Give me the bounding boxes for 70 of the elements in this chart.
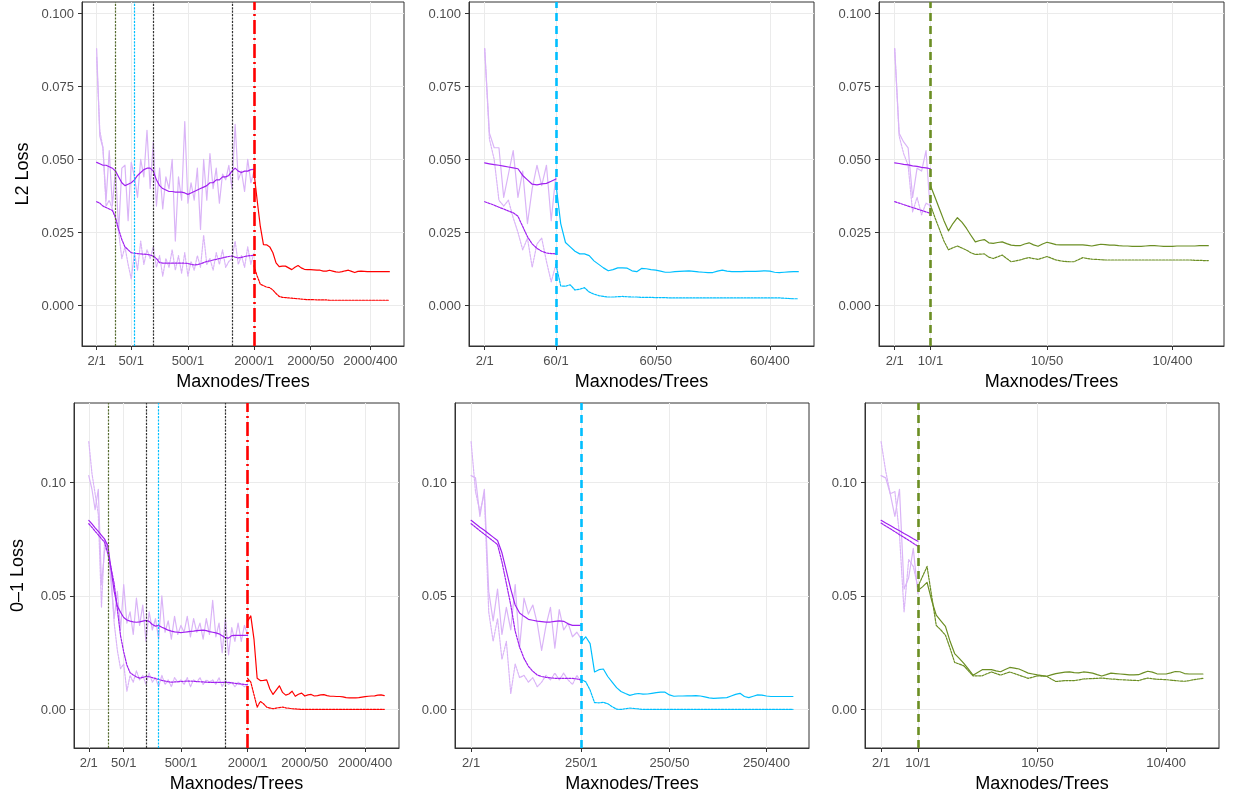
line-series (880, 440, 919, 613)
line-series (470, 440, 582, 695)
line-series (484, 201, 557, 255)
x-axis-title: Maxnodes/Trees (169, 773, 304, 793)
x-tick-label: 10/400 (1152, 353, 1193, 368)
y-tick-label: 0.025 (838, 224, 871, 240)
y-tick-label: 0.000 (428, 297, 461, 313)
line-series (96, 201, 255, 266)
x-tick-label: 10/50 (1021, 755, 1054, 770)
x-tick-label: 250/50 (649, 755, 690, 770)
y-tick-label: 0.00 (421, 701, 447, 717)
y-tick-label: 0.050 (838, 151, 871, 167)
x-tick-label: 2000/50 (287, 353, 335, 368)
x-tick-label: 2/1 (79, 755, 98, 770)
line-series (894, 201, 932, 214)
y-tick-label: 0.050 (428, 151, 461, 167)
y-tick-label: 0.100 (41, 6, 74, 22)
x-axis-title: Maxnodes/Trees (565, 773, 699, 793)
x-tick-label: 2000/400 (338, 755, 393, 770)
y-axis-title: L2 Loss (11, 142, 32, 206)
y-tick-label: 0.075 (838, 79, 871, 95)
y-axis-title: 0–1 Loss (7, 538, 27, 613)
x-tick-label: 10/400 (1146, 755, 1187, 770)
y-tick-label: 0.025 (428, 224, 461, 240)
y-tick-label: 0.05 (421, 588, 447, 604)
x-tick-label: 500/1 (171, 353, 205, 368)
x-tick-label: 10/50 (1030, 353, 1064, 368)
x-tick-label: 2/1 (87, 353, 106, 368)
x-tick-label: 2/1 (475, 353, 494, 368)
y-tick-label: 0.000 (838, 297, 871, 313)
y-tick-label: 0.050 (41, 151, 74, 167)
x-tick-label: 10/1 (905, 755, 931, 770)
y-tick-label: 0.075 (428, 79, 461, 95)
x-tick-label: 250/1 (565, 755, 598, 770)
y-tick-label: 0.00 (831, 701, 857, 717)
x-tick-label: 50/1 (118, 353, 144, 368)
y-tick-label: 0.075 (41, 79, 74, 95)
x-tick-label: 60/400 (749, 353, 790, 368)
x-axis-title: Maxnodes/Trees (574, 371, 709, 391)
x-tick-label: 250/400 (742, 755, 790, 770)
y-tick-label: 0.00 (40, 701, 66, 717)
x-tick-label: 60/1 (543, 353, 569, 368)
y-tick-label: 0.100 (428, 6, 461, 22)
x-tick-label: 2000/400 (343, 353, 398, 368)
x-tick-label: 50/1 (111, 755, 137, 770)
x-tick-label: 2/1 (462, 755, 481, 770)
y-tick-label: 0.10 (40, 474, 66, 490)
line-series (88, 440, 249, 692)
x-tick-label: 2000/1 (227, 755, 268, 770)
y-tick-label: 0.10 (421, 474, 447, 490)
line-series (88, 523, 249, 686)
x-tick-label: 60/50 (639, 353, 673, 368)
line-series (470, 523, 582, 681)
y-tick-label: 0.000 (41, 297, 74, 313)
x-tick-label: 2/1 (872, 755, 891, 770)
y-tick-label: 0.100 (838, 6, 871, 22)
line-series (484, 162, 557, 186)
x-tick-label: 2000/50 (281, 755, 329, 770)
x-tick-label: 10/1 (917, 353, 944, 368)
x-tick-label: 2/1 (885, 353, 904, 368)
y-tick-label: 0.05 (40, 588, 66, 604)
x-tick-label: 500/1 (164, 755, 198, 770)
y-tick-label: 0.025 (41, 224, 74, 240)
x-axis-title: Maxnodes/Trees (984, 371, 1119, 391)
x-axis-title: Maxnodes/Trees (176, 371, 310, 391)
y-tick-label: 0.05 (831, 588, 857, 604)
x-axis-title: Maxnodes/Trees (975, 773, 1109, 793)
x-tick-label: 2000/1 (234, 353, 274, 368)
y-tick-label: 0.10 (831, 474, 857, 490)
line-series (96, 161, 255, 196)
